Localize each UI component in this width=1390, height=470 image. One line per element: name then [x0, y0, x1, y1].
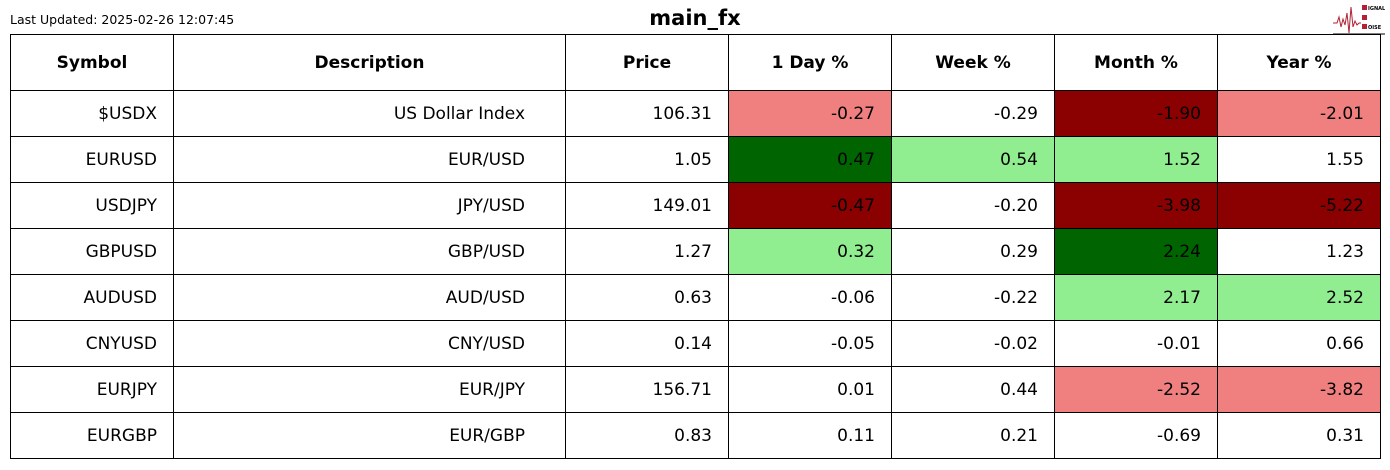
- table-cell: -2.52: [1054, 366, 1218, 413]
- table-cell: -5.22: [1217, 182, 1381, 229]
- table-row: USDJPY JPY/USD 149.01 -0.47 -0.20 -3.98 -5.22: [10, 182, 1381, 229]
- column-header-month: Month %: [1054, 34, 1218, 91]
- table-cell: 2.52: [1217, 274, 1381, 321]
- table-title: main_fx: [649, 6, 741, 30]
- table-cell: 1.27: [565, 228, 729, 275]
- table-cell: EUR/USD: [173, 136, 566, 183]
- table-cell: 0.11: [728, 412, 892, 459]
- table-cell: 0.44: [891, 366, 1055, 413]
- table-cell: -0.29: [891, 90, 1055, 137]
- table-row: EURJPY EUR/JPY 156.71 0.01 0.44 -2.52 -3.82: [10, 366, 1381, 413]
- table-row: EURGBP EUR/GBP 0.83 0.11 0.21 -0.69 0.31: [10, 412, 1381, 459]
- table-cell: US Dollar Index: [173, 90, 566, 137]
- table-cell: -0.20: [891, 182, 1055, 229]
- table-row: AUDUSD AUD/USD 0.63 -0.06 -0.22 2.17 2.52: [10, 274, 1381, 321]
- table-cell: 2.24: [1054, 228, 1218, 275]
- table-cell: AUD/USD: [173, 274, 566, 321]
- table-cell: USDJPY: [10, 182, 174, 229]
- table-cell: -0.22: [891, 274, 1055, 321]
- table-row: CNYUSD CNY/USD 0.14 -0.05 -0.02 -0.01 0.66: [10, 320, 1381, 367]
- table-cell: 0.14: [565, 320, 729, 367]
- table-cell: 2.17: [1054, 274, 1218, 321]
- table-cell: -3.98: [1054, 182, 1218, 229]
- column-header-description: Description: [173, 34, 566, 91]
- table-cell: 106.31: [565, 90, 729, 137]
- table-cell: 0.32: [728, 228, 892, 275]
- table-row: $USDX US Dollar Index 106.31 -0.27 -0.29 -1.9…: [10, 90, 1381, 137]
- table-cell: -0.69: [1054, 412, 1218, 459]
- table-cell: EURUSD: [10, 136, 174, 183]
- svg-text:IGNAL: IGNAL: [1368, 6, 1385, 12]
- table-cell: 0.31: [1217, 412, 1381, 459]
- table-cell: AUDUSD: [10, 274, 174, 321]
- table-cell: GBPUSD: [10, 228, 174, 275]
- table-cell: 0.29: [891, 228, 1055, 275]
- table-row: GBPUSD GBP/USD 1.27 0.32 0.29 2.24 1.23: [10, 228, 1381, 275]
- table-cell: 0.66: [1217, 320, 1381, 367]
- table-cell: 156.71: [565, 366, 729, 413]
- table-cell: 0.47: [728, 136, 892, 183]
- last-updated-text: Last Updated: 2025-02-26 12:07:45: [10, 12, 235, 27]
- table-cell: 1.05: [565, 136, 729, 183]
- fx-table: Symbol Description Price 1 Day % Week % Month…: [10, 34, 1381, 459]
- table-cell: -0.02: [891, 320, 1055, 367]
- column-header-week: Week %: [891, 34, 1055, 91]
- table-cell: -0.27: [728, 90, 892, 137]
- table-cell: 0.21: [891, 412, 1055, 459]
- table-cell: 149.01: [565, 182, 729, 229]
- table-cell: 0.01: [728, 366, 892, 413]
- column-header-year: Year %: [1217, 34, 1381, 91]
- table-cell: $USDX: [10, 90, 174, 137]
- table-cell: CNY/USD: [173, 320, 566, 367]
- header-row: Symbol Description Price 1 Day % Week % Month…: [10, 34, 1381, 91]
- table-cell: -1.90: [1054, 90, 1218, 137]
- table-cell: 1.52: [1054, 136, 1218, 183]
- table-cell: GBP/USD: [173, 228, 566, 275]
- table-cell: 0.83: [565, 412, 729, 459]
- table-cell: JPY/USD: [173, 182, 566, 229]
- table-cell: CNYUSD: [10, 320, 174, 367]
- table-cell: -2.01: [1217, 90, 1381, 137]
- table-cell: -0.06: [728, 274, 892, 321]
- table-cell: 1.55: [1217, 136, 1381, 183]
- table-cell: EURGBP: [10, 412, 174, 459]
- table-cell: 0.54: [891, 136, 1055, 183]
- table-cell: -0.47: [728, 182, 892, 229]
- column-header-symbol: Symbol: [10, 34, 174, 91]
- table-cell: EUR/JPY: [173, 366, 566, 413]
- signal-2-noise-logo: IGNAL OISE: [1333, 5, 1385, 35]
- table-cell: -3.82: [1217, 366, 1381, 413]
- table-cell: EURJPY: [10, 366, 174, 413]
- table-cell: 0.63: [565, 274, 729, 321]
- table-cell: -0.01: [1054, 320, 1218, 367]
- table-cell: 1.23: [1217, 228, 1381, 275]
- svg-text:OISE: OISE: [1368, 25, 1382, 31]
- table-cell: EUR/GBP: [173, 412, 566, 459]
- column-header-1-day: 1 Day %: [728, 34, 892, 91]
- table-cell: -0.05: [728, 320, 892, 367]
- column-header-price: Price: [565, 34, 729, 91]
- table-row: EURUSD EUR/USD 1.05 0.47 0.54 1.52 1.55: [10, 136, 1381, 183]
